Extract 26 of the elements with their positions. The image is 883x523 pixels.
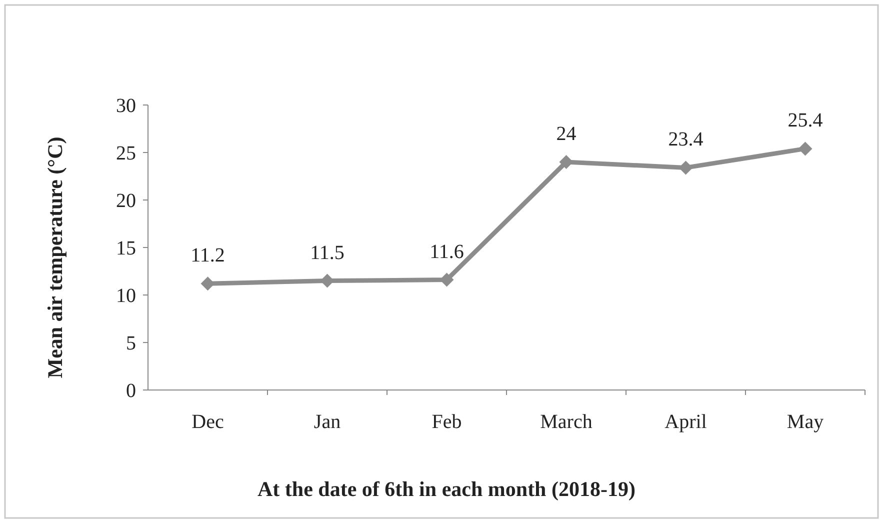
y-tick-label: 30 [116, 95, 136, 117]
x-tick-label: May [786, 411, 824, 433]
y-tick-label: 0 [126, 380, 136, 402]
data-label: 24 [556, 123, 576, 145]
x-axis-title: At the date of 6th in each month (2018-19) [258, 477, 636, 501]
data-label: 25.4 [788, 110, 823, 132]
data-label: 11.5 [310, 242, 344, 264]
y-axis-title: Mean air temperature (°C) [43, 136, 67, 378]
y-tick-label: 25 [116, 142, 136, 164]
data-label: 11.6 [430, 240, 464, 263]
point [559, 155, 574, 169]
x-tick-label: April [664, 411, 708, 433]
point [440, 272, 454, 287]
point [678, 160, 693, 175]
y-tick-label: 10 [116, 285, 136, 307]
x-tick-label: Dec [192, 411, 224, 433]
data-label: 23.4 [668, 128, 704, 151]
y-tick-label: 15 [116, 238, 136, 260]
x-tick-label: Feb [432, 411, 462, 433]
x-tick-label: March [540, 411, 592, 433]
y-tick-label: 20 [116, 190, 136, 212]
point [798, 142, 812, 156]
point [200, 276, 215, 291]
y-tick-label: 5 [126, 332, 136, 354]
x-tick-label: Jan [314, 411, 341, 433]
data-label: 11.2 [190, 244, 225, 267]
